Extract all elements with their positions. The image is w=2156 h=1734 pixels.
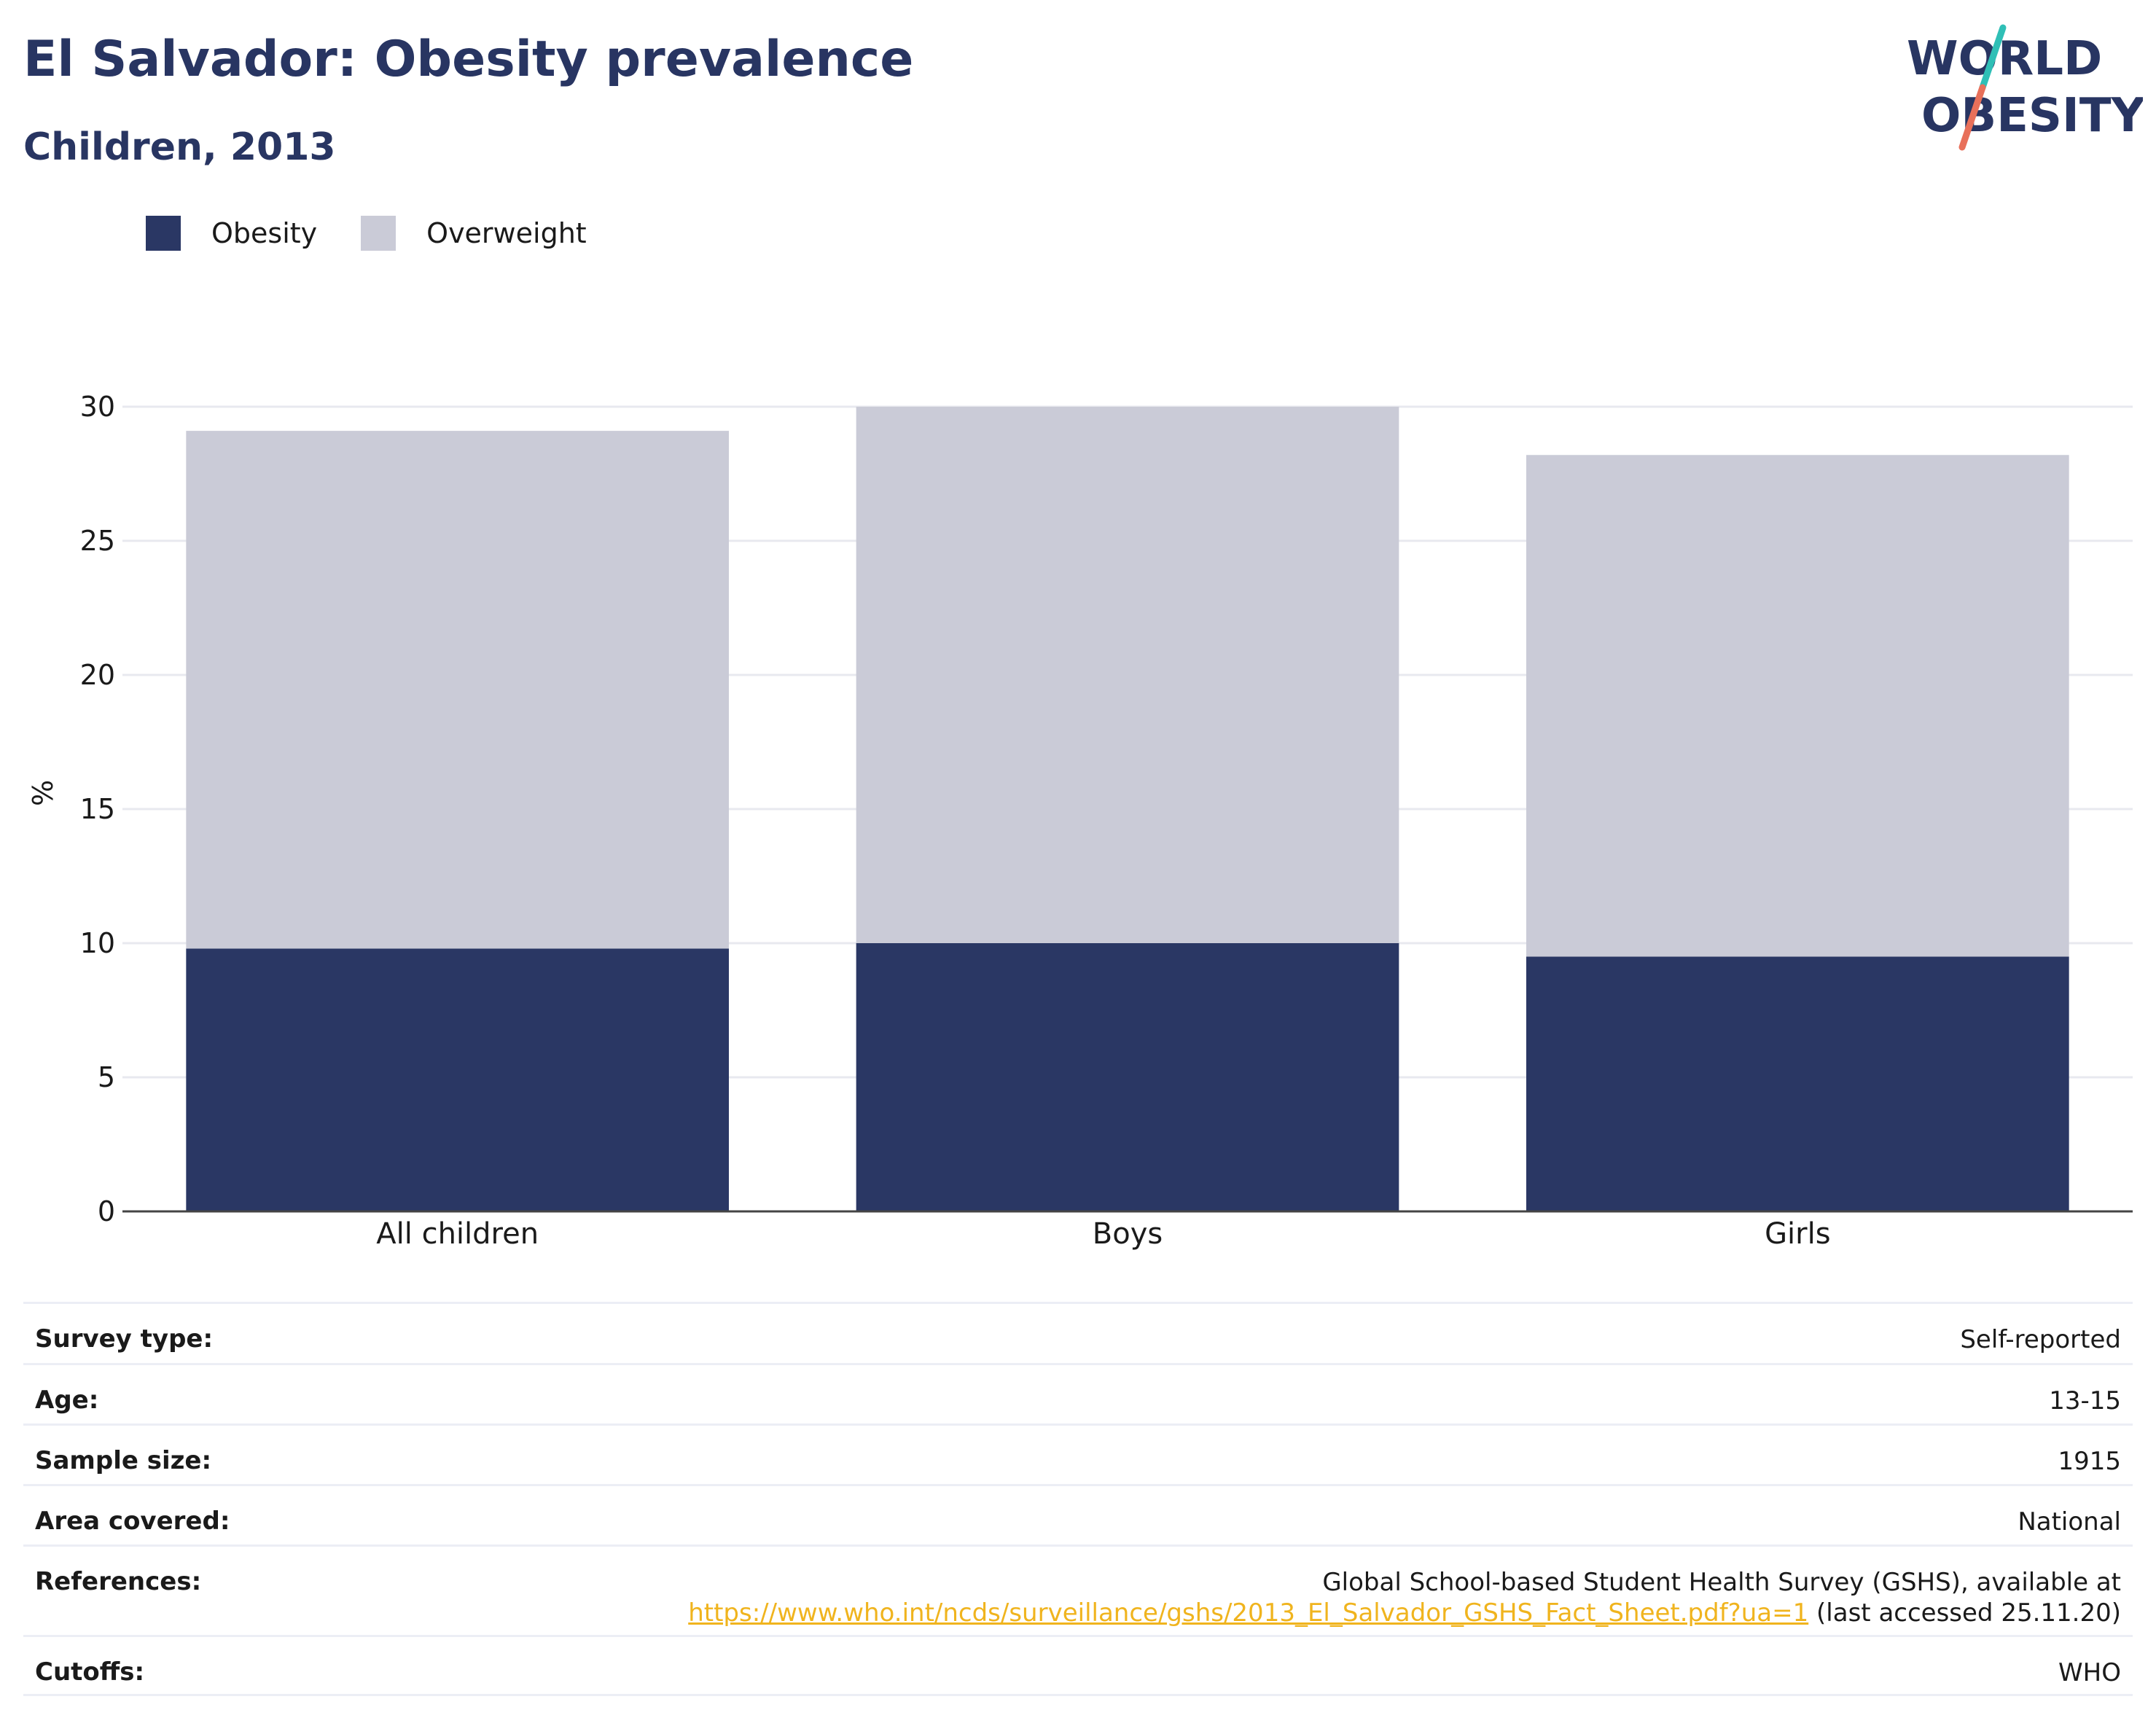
metadata-table: Survey type: Self-reported Age: 13-15 Sa… xyxy=(23,1302,2133,1696)
bar-overweight-boys[interactable] xyxy=(856,407,1399,943)
bar-obesity-girls[interactable] xyxy=(1526,956,2069,1211)
bar-obesity-boys[interactable] xyxy=(856,943,1399,1211)
meta-row-survey-type: Survey type: Self-reported xyxy=(23,1302,2133,1363)
bar-overweight-girls[interactable] xyxy=(1526,455,2069,957)
meta-row-sample-size: Sample size: 1915 xyxy=(23,1423,2133,1484)
meta-row-area-covered: Area covered: National xyxy=(23,1484,2133,1544)
references-link[interactable]: https://www.who.int/ncds/surveillance/gs… xyxy=(688,1598,1809,1628)
y-tick-label: 15 xyxy=(80,793,115,825)
bars xyxy=(186,407,2069,1211)
logo-line2: OBESITY xyxy=(1921,89,2143,143)
meta-row-age: Age: 13-15 xyxy=(23,1363,2133,1423)
x-tick-label: Girls xyxy=(1765,1217,1831,1251)
bar-chart: 0 5 10 15 20 25 30 All children Boys Girls % xyxy=(27,391,2133,1251)
logo-slash-top xyxy=(1979,24,2007,91)
y-tick-label: 30 xyxy=(80,391,115,423)
meta-label: References: xyxy=(35,1567,202,1596)
x-tick-label: All children xyxy=(376,1217,539,1251)
meta-value-references: Global School-based Student Health Surve… xyxy=(688,1567,2121,1628)
chart-title: El Salvador: Obesity prevalence xyxy=(23,31,914,88)
legend-label-obesity: Obesity xyxy=(211,217,318,249)
meta-label: Area covered: xyxy=(35,1507,230,1536)
x-tick-label: Boys xyxy=(1093,1217,1163,1251)
meta-label: Survey type: xyxy=(35,1324,214,1354)
y-tick-label: 25 xyxy=(80,525,115,557)
y-tick-label: 0 xyxy=(98,1195,115,1227)
y-tick-label: 20 xyxy=(80,659,115,691)
meta-row-references: References: Global School-based Student … xyxy=(23,1544,2133,1635)
meta-value: 13-15 xyxy=(2049,1386,2121,1415)
meta-label: Age: xyxy=(35,1386,99,1415)
logo-line1: WORLD xyxy=(1907,32,2102,86)
y-axis-label: % xyxy=(27,780,59,806)
legend: Obesity Overweight xyxy=(146,216,630,251)
world-obesity-logo: WORLD OBESITY xyxy=(1907,24,2143,151)
meta-value: National xyxy=(2018,1507,2121,1536)
legend-swatch-obesity xyxy=(146,216,181,251)
bar-overweight-all-children[interactable] xyxy=(186,431,729,949)
meta-row-cutoffs: Cutoffs: WHO xyxy=(23,1635,2133,1696)
meta-label: Cutoffs: xyxy=(35,1657,145,1687)
chart-subtitle: Children, 2013 xyxy=(23,125,336,169)
legend-label-overweight: Overweight xyxy=(426,217,587,249)
meta-value: WHO xyxy=(2058,1658,2121,1687)
meta-label: Sample size: xyxy=(35,1446,212,1475)
meta-value: 1915 xyxy=(2058,1447,2121,1476)
y-tick-label: 10 xyxy=(80,927,115,959)
legend-item-overweight[interactable]: Overweight xyxy=(361,216,587,251)
bar-obesity-all-children[interactable] xyxy=(186,948,729,1211)
axes: 0 5 10 15 20 25 30 All children Boys Girls xyxy=(80,391,2133,1251)
references-accessed: (last accessed 25.11.20) xyxy=(1808,1598,2121,1628)
legend-swatch-overweight xyxy=(361,216,397,251)
logo-slash-bottom xyxy=(1958,84,1986,151)
legend-item-obesity[interactable]: Obesity xyxy=(146,216,317,251)
references-text: Global School-based Student Health Surve… xyxy=(1322,1568,2121,1597)
y-tick-label: 5 xyxy=(98,1061,115,1093)
meta-value: Self-reported xyxy=(1960,1325,2121,1354)
